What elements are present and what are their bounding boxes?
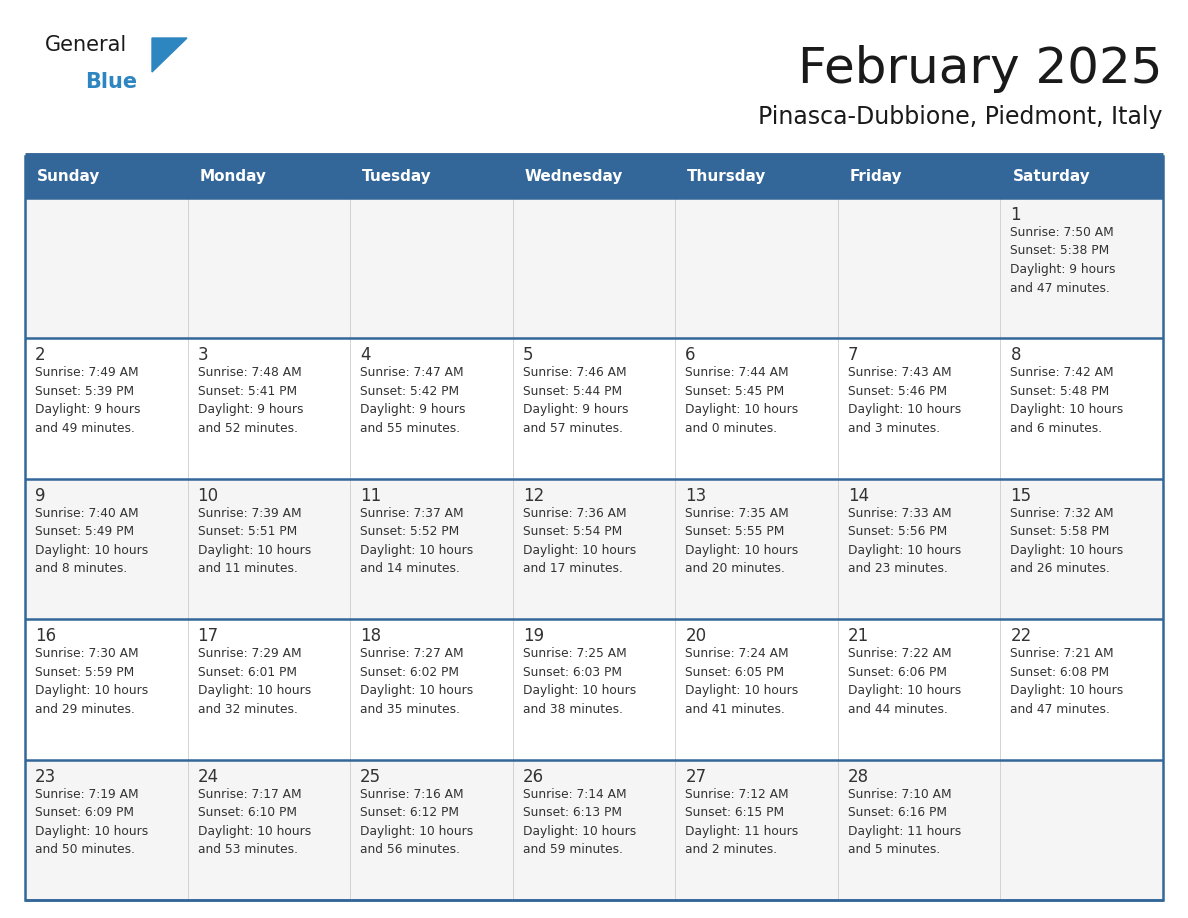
Text: Sunrise: 7:29 AM
Sunset: 6:01 PM
Daylight: 10 hours
and 32 minutes.: Sunrise: 7:29 AM Sunset: 6:01 PM Dayligh… bbox=[197, 647, 311, 716]
Text: 24: 24 bbox=[197, 767, 219, 786]
Text: 26: 26 bbox=[523, 767, 544, 786]
Text: Sunrise: 7:35 AM
Sunset: 5:55 PM
Daylight: 10 hours
and 20 minutes.: Sunrise: 7:35 AM Sunset: 5:55 PM Dayligh… bbox=[685, 507, 798, 576]
Text: 3: 3 bbox=[197, 346, 208, 364]
Text: Sunrise: 7:19 AM
Sunset: 6:09 PM
Daylight: 10 hours
and 50 minutes.: Sunrise: 7:19 AM Sunset: 6:09 PM Dayligh… bbox=[34, 788, 148, 856]
Text: Sunrise: 7:21 AM
Sunset: 6:08 PM
Daylight: 10 hours
and 47 minutes.: Sunrise: 7:21 AM Sunset: 6:08 PM Dayligh… bbox=[1011, 647, 1124, 716]
Text: 11: 11 bbox=[360, 487, 381, 505]
Text: Sunrise: 7:30 AM
Sunset: 5:59 PM
Daylight: 10 hours
and 29 minutes.: Sunrise: 7:30 AM Sunset: 5:59 PM Dayligh… bbox=[34, 647, 148, 716]
Text: Sunrise: 7:24 AM
Sunset: 6:05 PM
Daylight: 10 hours
and 41 minutes.: Sunrise: 7:24 AM Sunset: 6:05 PM Dayligh… bbox=[685, 647, 798, 716]
Text: 18: 18 bbox=[360, 627, 381, 645]
Text: Thursday: Thursday bbox=[688, 170, 766, 185]
Text: 16: 16 bbox=[34, 627, 56, 645]
Text: Sunrise: 7:39 AM
Sunset: 5:51 PM
Daylight: 10 hours
and 11 minutes.: Sunrise: 7:39 AM Sunset: 5:51 PM Dayligh… bbox=[197, 507, 311, 576]
Text: 25: 25 bbox=[360, 767, 381, 786]
Bar bbox=[25, 759, 1163, 900]
Text: 8: 8 bbox=[1011, 346, 1020, 364]
Text: 20: 20 bbox=[685, 627, 707, 645]
Text: 17: 17 bbox=[197, 627, 219, 645]
Polygon shape bbox=[152, 38, 187, 72]
Text: Blue: Blue bbox=[86, 72, 137, 92]
Text: Sunrise: 7:16 AM
Sunset: 6:12 PM
Daylight: 10 hours
and 56 minutes.: Sunrise: 7:16 AM Sunset: 6:12 PM Dayligh… bbox=[360, 788, 473, 856]
Text: 7: 7 bbox=[848, 346, 859, 364]
Bar bbox=[25, 156, 1163, 198]
Text: 15: 15 bbox=[1011, 487, 1031, 505]
Text: 19: 19 bbox=[523, 627, 544, 645]
Text: Sunrise: 7:43 AM
Sunset: 5:46 PM
Daylight: 10 hours
and 3 minutes.: Sunrise: 7:43 AM Sunset: 5:46 PM Dayligh… bbox=[848, 366, 961, 435]
Text: 22: 22 bbox=[1011, 627, 1031, 645]
Text: 13: 13 bbox=[685, 487, 707, 505]
Bar bbox=[25, 479, 1163, 620]
Text: 5: 5 bbox=[523, 346, 533, 364]
Text: Sunrise: 7:49 AM
Sunset: 5:39 PM
Daylight: 9 hours
and 49 minutes.: Sunrise: 7:49 AM Sunset: 5:39 PM Dayligh… bbox=[34, 366, 140, 435]
Text: Tuesday: Tuesday bbox=[362, 170, 432, 185]
Text: 21: 21 bbox=[848, 627, 870, 645]
Text: Saturday: Saturday bbox=[1012, 170, 1091, 185]
Text: Sunrise: 7:22 AM
Sunset: 6:06 PM
Daylight: 10 hours
and 44 minutes.: Sunrise: 7:22 AM Sunset: 6:06 PM Dayligh… bbox=[848, 647, 961, 716]
Text: February 2025: February 2025 bbox=[798, 45, 1163, 93]
Text: Sunrise: 7:12 AM
Sunset: 6:15 PM
Daylight: 11 hours
and 2 minutes.: Sunrise: 7:12 AM Sunset: 6:15 PM Dayligh… bbox=[685, 788, 798, 856]
Text: Sunrise: 7:27 AM
Sunset: 6:02 PM
Daylight: 10 hours
and 35 minutes.: Sunrise: 7:27 AM Sunset: 6:02 PM Dayligh… bbox=[360, 647, 473, 716]
Text: Sunrise: 7:48 AM
Sunset: 5:41 PM
Daylight: 9 hours
and 52 minutes.: Sunrise: 7:48 AM Sunset: 5:41 PM Dayligh… bbox=[197, 366, 303, 435]
Text: Sunrise: 7:40 AM
Sunset: 5:49 PM
Daylight: 10 hours
and 8 minutes.: Sunrise: 7:40 AM Sunset: 5:49 PM Dayligh… bbox=[34, 507, 148, 576]
Bar bbox=[25, 620, 1163, 759]
Text: Sunrise: 7:44 AM
Sunset: 5:45 PM
Daylight: 10 hours
and 0 minutes.: Sunrise: 7:44 AM Sunset: 5:45 PM Dayligh… bbox=[685, 366, 798, 435]
Text: General: General bbox=[45, 35, 127, 55]
Text: Sunrise: 7:36 AM
Sunset: 5:54 PM
Daylight: 10 hours
and 17 minutes.: Sunrise: 7:36 AM Sunset: 5:54 PM Dayligh… bbox=[523, 507, 636, 576]
Text: Sunrise: 7:46 AM
Sunset: 5:44 PM
Daylight: 9 hours
and 57 minutes.: Sunrise: 7:46 AM Sunset: 5:44 PM Dayligh… bbox=[523, 366, 628, 435]
Text: 28: 28 bbox=[848, 767, 868, 786]
Text: 2: 2 bbox=[34, 346, 45, 364]
Text: Sunrise: 7:17 AM
Sunset: 6:10 PM
Daylight: 10 hours
and 53 minutes.: Sunrise: 7:17 AM Sunset: 6:10 PM Dayligh… bbox=[197, 788, 311, 856]
Text: 12: 12 bbox=[523, 487, 544, 505]
Text: 9: 9 bbox=[34, 487, 45, 505]
Text: Sunrise: 7:14 AM
Sunset: 6:13 PM
Daylight: 10 hours
and 59 minutes.: Sunrise: 7:14 AM Sunset: 6:13 PM Dayligh… bbox=[523, 788, 636, 856]
Text: Sunrise: 7:10 AM
Sunset: 6:16 PM
Daylight: 11 hours
and 5 minutes.: Sunrise: 7:10 AM Sunset: 6:16 PM Dayligh… bbox=[848, 788, 961, 856]
Bar bbox=[25, 339, 1163, 479]
Text: Sunrise: 7:47 AM
Sunset: 5:42 PM
Daylight: 9 hours
and 55 minutes.: Sunrise: 7:47 AM Sunset: 5:42 PM Dayligh… bbox=[360, 366, 466, 435]
Text: Sunday: Sunday bbox=[37, 170, 100, 185]
Text: 1: 1 bbox=[1011, 206, 1020, 224]
Text: Pinasca-Dubbione, Piedmont, Italy: Pinasca-Dubbione, Piedmont, Italy bbox=[758, 105, 1163, 129]
Text: Wednesday: Wednesday bbox=[525, 170, 623, 185]
Text: Sunrise: 7:32 AM
Sunset: 5:58 PM
Daylight: 10 hours
and 26 minutes.: Sunrise: 7:32 AM Sunset: 5:58 PM Dayligh… bbox=[1011, 507, 1124, 576]
Text: Sunrise: 7:33 AM
Sunset: 5:56 PM
Daylight: 10 hours
and 23 minutes.: Sunrise: 7:33 AM Sunset: 5:56 PM Dayligh… bbox=[848, 507, 961, 576]
Text: Sunrise: 7:42 AM
Sunset: 5:48 PM
Daylight: 10 hours
and 6 minutes.: Sunrise: 7:42 AM Sunset: 5:48 PM Dayligh… bbox=[1011, 366, 1124, 435]
Text: Sunrise: 7:25 AM
Sunset: 6:03 PM
Daylight: 10 hours
and 38 minutes.: Sunrise: 7:25 AM Sunset: 6:03 PM Dayligh… bbox=[523, 647, 636, 716]
Text: 4: 4 bbox=[360, 346, 371, 364]
Text: 6: 6 bbox=[685, 346, 696, 364]
Text: Monday: Monday bbox=[200, 170, 266, 185]
Text: 14: 14 bbox=[848, 487, 868, 505]
Text: Sunrise: 7:50 AM
Sunset: 5:38 PM
Daylight: 9 hours
and 47 minutes.: Sunrise: 7:50 AM Sunset: 5:38 PM Dayligh… bbox=[1011, 226, 1116, 295]
Text: Sunrise: 7:37 AM
Sunset: 5:52 PM
Daylight: 10 hours
and 14 minutes.: Sunrise: 7:37 AM Sunset: 5:52 PM Dayligh… bbox=[360, 507, 473, 576]
Text: 10: 10 bbox=[197, 487, 219, 505]
Bar bbox=[25, 198, 1163, 339]
Text: Friday: Friday bbox=[849, 170, 903, 185]
Text: 23: 23 bbox=[34, 767, 56, 786]
Text: 27: 27 bbox=[685, 767, 707, 786]
